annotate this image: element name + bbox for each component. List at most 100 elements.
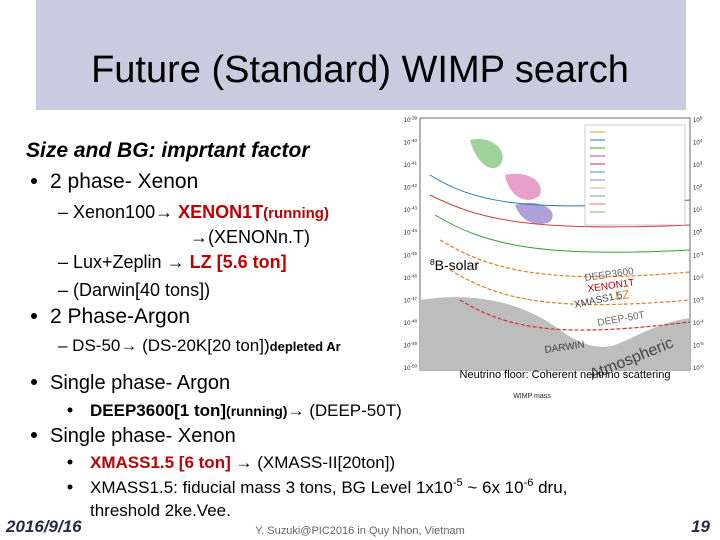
tick-base: 10	[404, 343, 411, 349]
bullet	[67, 459, 73, 465]
tick-exponent: -3	[700, 296, 704, 301]
axis-tick-label: 105	[693, 116, 703, 125]
sub-bullet: XMASS1.5: fiducial mass 3 tons, BG Level…	[90, 477, 567, 497]
sub-bullet: – DS-50→ (DS-20K[20 ton])depleted Ar	[58, 336, 341, 355]
axis-tick-label: 103	[693, 161, 703, 170]
bullet-text: Single phase- Argon	[50, 372, 230, 394]
heading: Size and BG: imprtant factor	[26, 139, 311, 162]
text-run: DEEP3600[1 ton]	[90, 401, 226, 420]
tick-exponent: 0	[700, 228, 703, 233]
axis-tick-label: 102	[693, 183, 703, 192]
tick-exponent: -4	[700, 318, 704, 323]
axis-tick-label: 10-5	[693, 341, 704, 350]
axis-tick-label: 10-45	[404, 251, 418, 260]
sub-bullet: – Xenon100→ XENON1T(running)	[58, 202, 329, 222]
text-run: dru,	[533, 478, 567, 497]
superscript: 8	[430, 257, 435, 267]
tick-exponent: -49	[410, 341, 417, 346]
sub-bullet: DEEP3600[1 ton](running)→ (DEEP-50T)	[90, 401, 402, 420]
axis-tick-label: 10-4	[693, 318, 704, 327]
tick-base: 10	[404, 118, 411, 124]
bullet	[31, 313, 37, 319]
legend-box	[584, 124, 686, 226]
text-run: LZ [5.6 ton]	[190, 252, 287, 272]
text-run: – DS-50→ (DS-20K[20 ton])	[58, 336, 270, 355]
tick-base: 10	[693, 298, 700, 304]
tick-exponent: -48	[410, 318, 417, 323]
bullet-text: 2 Phase-Argon	[50, 305, 190, 328]
sub-bullet: →(XENONn.T)	[190, 227, 310, 247]
sub-bullet: threshold 2ke.Vee.	[90, 501, 231, 520]
tick-exponent: -39	[410, 116, 417, 121]
axis-tick-label: 10-2	[693, 273, 704, 282]
tick-base: 10	[404, 186, 411, 192]
bullet	[31, 178, 37, 184]
plot-label: 8B-solar	[430, 257, 479, 273]
axis-tick-label: 10-39	[404, 116, 418, 125]
superscript: -6	[524, 477, 534, 489]
axis-tick-label: 100	[693, 228, 703, 237]
text-run: XMASS1.5 [6 ton]	[90, 453, 231, 472]
axis-tick-label: 10-43	[404, 206, 418, 215]
axis-tick-label: 101	[693, 206, 703, 215]
text-run: ~ 6x 10	[463, 478, 524, 497]
tick-exponent: -41	[410, 161, 417, 166]
slide-title: Future (Standard) WIMP search	[91, 49, 629, 91]
text-run: → (XMASS-II[20ton])	[231, 453, 395, 472]
axis-tick-label: 10-44	[404, 228, 418, 237]
caption: Neutrino floor: Coherent neutrino scatte…	[460, 369, 671, 381]
tick-exponent: -46	[410, 273, 417, 278]
axis-tick-label: 10-41	[404, 161, 418, 170]
tick-base: 10	[404, 276, 411, 282]
bullet	[67, 407, 73, 413]
tick-base: 10	[693, 163, 700, 169]
text-run: depleted Ar	[270, 339, 341, 354]
footer-credit: Y. Suzuki@PIC2016 in Quy Nhon, Vietnam	[255, 525, 465, 537]
text-run: – Lux+Zeplin →	[58, 252, 190, 272]
text-run: XMASS1.5: fiducial mass 3 tons, BG Level…	[90, 478, 453, 497]
superscript: -5	[453, 477, 463, 489]
tick-base: 10	[693, 118, 700, 124]
tick-exponent: -45	[410, 251, 417, 256]
text-run: – Xenon100→	[58, 202, 178, 222]
axis-tick-label: 10-3	[693, 296, 704, 305]
tick-base: 10	[693, 253, 700, 259]
bullet	[31, 432, 37, 438]
tick-exponent: -5	[700, 341, 704, 346]
tick-base: 10	[404, 321, 411, 327]
tick-base: 10	[404, 231, 411, 237]
footer-date: 2016/9/16	[5, 517, 82, 536]
neutrino-floor	[420, 297, 690, 370]
tick-exponent: -42	[410, 183, 417, 188]
x-axis-label: WIMP mass	[513, 393, 551, 400]
tick-base: 10	[404, 141, 411, 147]
tick-base: 10	[693, 186, 700, 192]
tick-base: 10	[404, 366, 411, 372]
tick-base: 10	[693, 231, 700, 237]
tick-base: 10	[693, 141, 700, 147]
title-box	[36, 0, 686, 110]
tick-exponent: -50	[410, 364, 417, 369]
text-run: LZ	[614, 287, 630, 303]
text-run: B-solar	[435, 257, 480, 273]
tick-base: 10	[693, 366, 700, 372]
limit-curve	[429, 194, 691, 228]
axis-tick-label: 10-49	[404, 341, 418, 350]
text-run: XENON1T	[178, 202, 263, 222]
tick-base: 10	[404, 298, 411, 304]
limit-curve	[434, 214, 691, 253]
plot	[419, 117, 691, 371]
bullet	[31, 379, 37, 385]
tick-base: 10	[404, 163, 411, 169]
bullet	[67, 484, 73, 490]
bullet-text: Single phase- Xenon	[50, 425, 236, 447]
tick-exponent: -40	[410, 138, 417, 143]
sub-bullet: – (Darwin[40 tons])	[58, 280, 210, 300]
axis-tick-label: 10-47	[404, 296, 418, 305]
tick-exponent: -6	[700, 364, 704, 369]
sub-bullet: – Lux+Zeplin → LZ [5.6 ton]	[58, 252, 287, 272]
tick-base: 10	[693, 321, 700, 327]
tick-base: 10	[693, 276, 700, 282]
axis-tick-label: 10-1	[693, 251, 704, 260]
